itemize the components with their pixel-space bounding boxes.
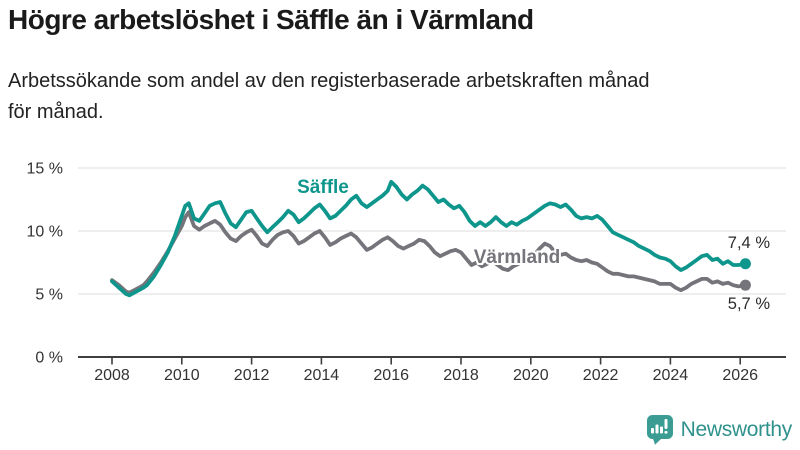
- y-axis-tick-label: 0 %: [35, 350, 63, 367]
- varmland-endpoint-dot: [739, 279, 751, 291]
- y-axis-tick-label: 15 %: [27, 161, 63, 178]
- varmland-end-value-label: 5,7 %: [728, 295, 771, 313]
- x-axis-tick-label: 2018: [443, 367, 479, 384]
- chart-title: Högre arbetslöshet i Säffle än i Värmlan…: [8, 4, 534, 35]
- varmland-series-label: Värmland: [474, 247, 561, 268]
- subtitle-line-1: Arbetssökande som andel av den registerb…: [8, 70, 650, 92]
- x-axis-tick-label: 2016: [373, 367, 409, 384]
- newsworthy-logo-text: Newsworthy: [680, 417, 793, 441]
- x-axis-tick-label: 2012: [234, 367, 270, 384]
- newsworthy-speech-bubble-chart-icon: [646, 414, 674, 445]
- saffle-line: [110, 179, 748, 298]
- x-axis-tick-label: 2026: [722, 367, 758, 384]
- y-axis-tick-label: 5 %: [35, 287, 63, 304]
- x-axis-tick-label: 2008: [94, 367, 130, 384]
- x-axis-tick-label: 2022: [583, 367, 619, 384]
- x-axis-tick-label: 2014: [304, 367, 340, 384]
- y-axis-tick-label: 10 %: [27, 224, 63, 241]
- subtitle-line-2: för månad.: [8, 101, 104, 123]
- chart-subtitle: Arbetssökande som andel av den registerb…: [8, 66, 650, 128]
- varmland-line: [110, 210, 748, 295]
- saffle-series-label: Säffle: [297, 177, 349, 198]
- saffle-endpoint-dot: [739, 258, 751, 270]
- x-axis-tick-label: 2010: [164, 367, 200, 384]
- x-axis-tick-label: 2024: [653, 367, 689, 384]
- x-axis-tick-label: 2020: [513, 367, 549, 384]
- saffle-end-value-label: 7,4 %: [728, 234, 771, 252]
- newsworthy-logo[interactable]: Newsworthy: [646, 414, 792, 445]
